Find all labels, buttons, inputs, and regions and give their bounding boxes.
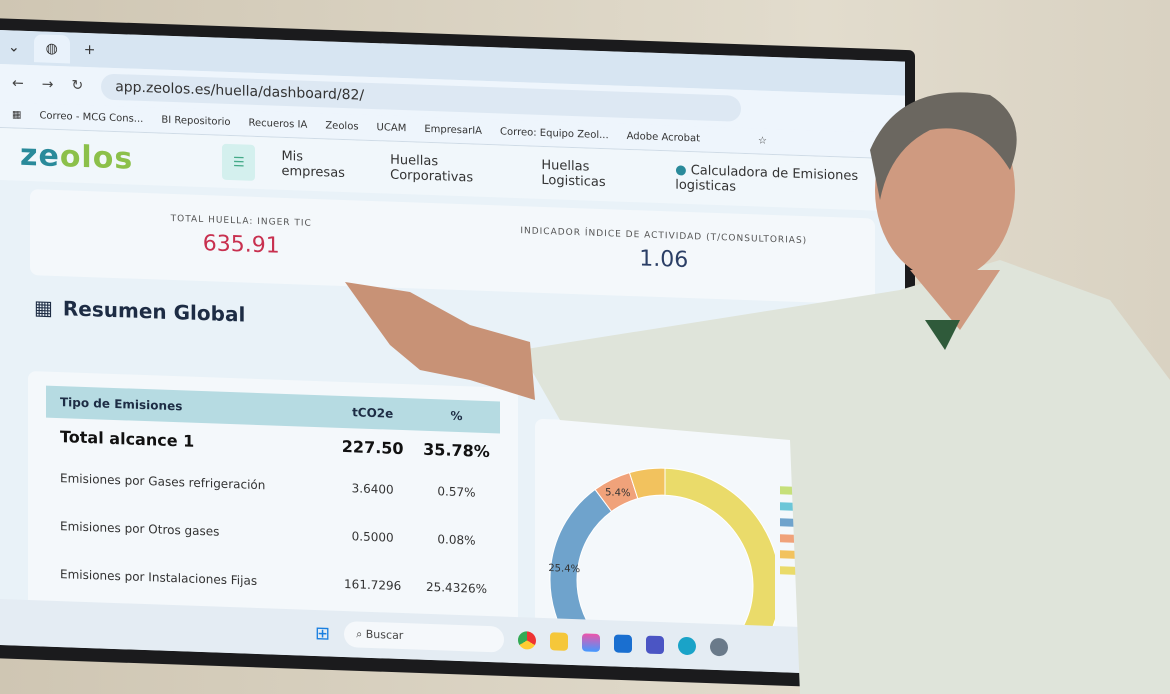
slice-label: 25.4% — [548, 563, 580, 575]
donut-slice[interactable] — [628, 467, 666, 500]
slice-label: 5.4% — [605, 487, 630, 499]
monitor-screen: ⌄ ◍ + ← → ↻ app.zeolos.es/huella/dashboa… — [0, 30, 905, 677]
